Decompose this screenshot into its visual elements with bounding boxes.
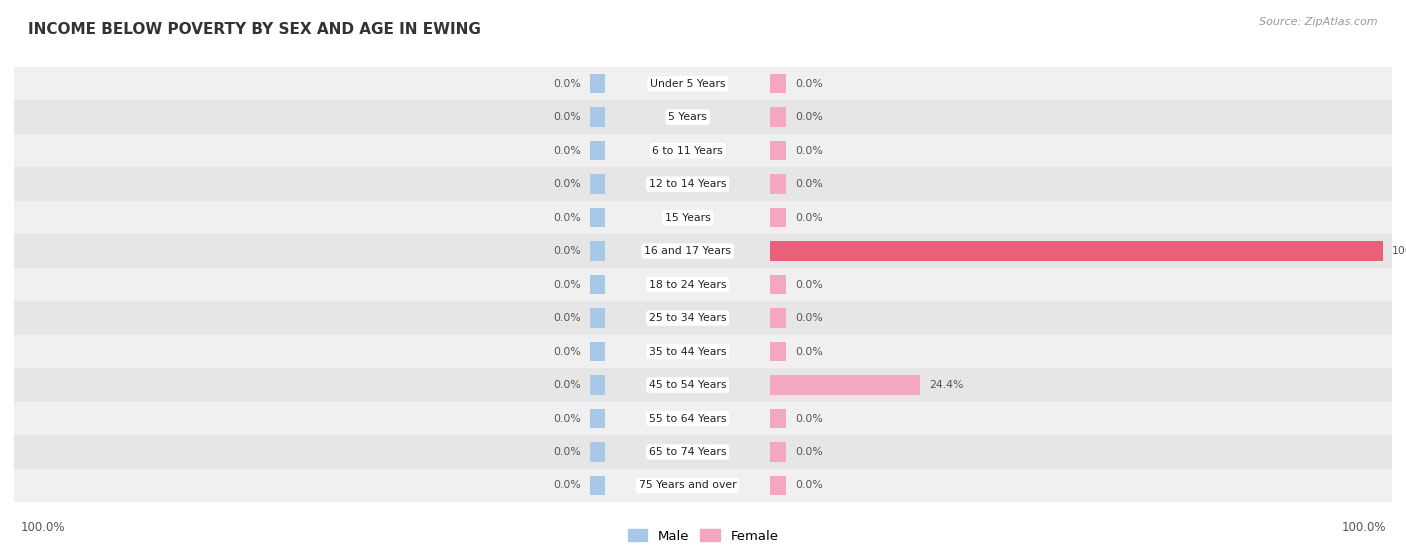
Text: 5 Years: 5 Years [668,112,707,122]
Text: Under 5 Years: Under 5 Years [650,79,725,89]
Bar [589,309,605,328]
Text: 0.0%: 0.0% [553,413,581,424]
Bar [770,108,786,127]
Text: 12 to 14 Years: 12 to 14 Years [650,179,727,189]
Text: 0.0%: 0.0% [794,179,823,189]
Bar [770,74,786,93]
Bar [14,368,1392,402]
Bar [14,268,1392,301]
Bar [589,108,605,127]
Text: 0.0%: 0.0% [794,112,823,122]
Bar [14,67,1392,100]
Text: 0.0%: 0.0% [553,179,581,189]
Text: 0.0%: 0.0% [553,313,581,323]
Text: 100.0%: 100.0% [20,521,65,533]
Text: 16 and 17 Years: 16 and 17 Years [644,246,731,256]
Bar [589,141,605,160]
Text: 0.0%: 0.0% [794,413,823,424]
Text: 0.0%: 0.0% [794,146,823,156]
Text: 6 to 11 Years: 6 to 11 Years [652,146,723,156]
Bar [770,376,920,395]
Bar [589,74,605,93]
Bar [14,301,1392,335]
Bar [770,342,786,361]
Text: 0.0%: 0.0% [553,480,581,490]
Text: 18 to 24 Years: 18 to 24 Years [650,280,727,290]
Bar [14,167,1392,201]
Bar [589,208,605,227]
Text: 0.0%: 0.0% [794,79,823,89]
Text: 24.4%: 24.4% [929,380,963,390]
Text: 45 to 54 Years: 45 to 54 Years [650,380,727,390]
Text: 0.0%: 0.0% [794,313,823,323]
Legend: Male, Female: Male, Female [623,524,783,548]
Bar [589,175,605,194]
Bar [14,134,1392,167]
Text: 15 Years: 15 Years [665,213,710,223]
Text: 0.0%: 0.0% [553,246,581,256]
Text: 0.0%: 0.0% [794,213,823,223]
Text: 25 to 34 Years: 25 to 34 Years [650,313,727,323]
Text: 0.0%: 0.0% [553,79,581,89]
Bar [14,335,1392,368]
Text: 0.0%: 0.0% [553,280,581,290]
Text: 100.0%: 100.0% [1341,521,1386,533]
Bar [770,476,786,495]
Bar [770,409,786,428]
Text: Source: ZipAtlas.com: Source: ZipAtlas.com [1260,17,1378,27]
Bar [14,100,1392,134]
Text: 0.0%: 0.0% [553,213,581,223]
Bar [589,409,605,428]
Bar [589,242,605,261]
Bar [589,342,605,361]
Bar [770,442,786,461]
Text: 0.0%: 0.0% [794,280,823,290]
Bar [589,476,605,495]
Bar [14,402,1392,435]
Text: 100.0%: 100.0% [1392,246,1406,256]
Text: INCOME BELOW POVERTY BY SEX AND AGE IN EWING: INCOME BELOW POVERTY BY SEX AND AGE IN E… [28,22,481,37]
Bar [770,309,786,328]
Bar [14,469,1392,502]
Text: 0.0%: 0.0% [553,447,581,457]
Bar [589,275,605,294]
Bar [14,435,1392,469]
Text: 0.0%: 0.0% [794,480,823,490]
Bar [770,175,786,194]
Text: 75 Years and over: 75 Years and over [638,480,737,490]
Bar [14,234,1392,268]
Bar [770,141,786,160]
Bar [770,208,786,227]
Text: 0.0%: 0.0% [553,347,581,357]
Bar [770,275,786,294]
Bar [14,201,1392,234]
Text: 65 to 74 Years: 65 to 74 Years [650,447,727,457]
Text: 0.0%: 0.0% [794,447,823,457]
Text: 0.0%: 0.0% [553,380,581,390]
Bar [589,376,605,395]
Bar [770,242,1382,261]
Text: 0.0%: 0.0% [553,146,581,156]
Text: 55 to 64 Years: 55 to 64 Years [650,413,727,424]
Text: 0.0%: 0.0% [553,112,581,122]
Text: 35 to 44 Years: 35 to 44 Years [650,347,727,357]
Text: 0.0%: 0.0% [794,347,823,357]
Bar [589,442,605,461]
